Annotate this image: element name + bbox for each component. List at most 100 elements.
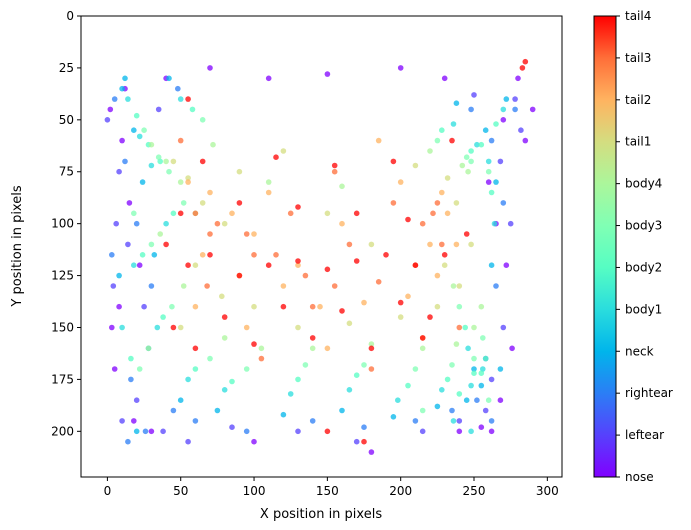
point <box>236 272 243 279</box>
point <box>148 241 155 248</box>
point <box>192 262 199 269</box>
point <box>439 127 445 133</box>
point <box>419 220 426 227</box>
point <box>125 438 131 445</box>
point <box>265 179 272 185</box>
point <box>221 387 228 393</box>
y-tick-label: 100 <box>51 217 74 231</box>
series-body1 <box>119 96 507 435</box>
point <box>151 252 158 258</box>
point <box>478 141 485 148</box>
point <box>287 391 294 397</box>
point <box>488 262 495 269</box>
point <box>509 345 515 352</box>
point <box>317 303 323 310</box>
point <box>434 272 441 279</box>
point <box>434 303 441 310</box>
x-tick-label: 0 <box>104 484 112 498</box>
point <box>478 424 485 431</box>
point <box>478 382 485 389</box>
point <box>339 308 345 314</box>
point <box>368 449 375 455</box>
point <box>170 210 177 217</box>
point <box>131 127 137 133</box>
point <box>214 220 221 227</box>
point <box>439 189 445 196</box>
point <box>229 424 235 431</box>
point <box>160 314 166 320</box>
point <box>166 75 172 82</box>
point <box>125 96 131 102</box>
point <box>368 366 375 372</box>
point <box>170 158 177 165</box>
point <box>444 175 451 181</box>
series-tail1 <box>170 148 474 331</box>
point <box>119 137 125 144</box>
point <box>324 71 331 77</box>
point <box>471 355 477 362</box>
point <box>243 324 250 331</box>
point <box>148 141 155 148</box>
point <box>465 168 471 175</box>
point <box>405 293 411 300</box>
point <box>324 345 331 352</box>
point <box>339 407 345 414</box>
point <box>185 96 191 102</box>
point <box>471 366 477 372</box>
series-tail3 <box>177 137 463 372</box>
point <box>133 397 140 404</box>
point <box>441 75 448 82</box>
point <box>471 370 477 377</box>
point <box>456 428 463 435</box>
series-body4 <box>145 141 485 352</box>
y-axis-label: Y position in pixels <box>10 185 25 307</box>
point <box>500 106 507 113</box>
point <box>324 428 331 435</box>
colorbar-tick-label: body4 <box>625 177 662 191</box>
point <box>456 303 463 310</box>
point <box>295 324 301 331</box>
point <box>412 262 419 269</box>
series-leftear <box>104 92 524 445</box>
point <box>177 324 184 331</box>
point <box>427 241 433 248</box>
point <box>309 335 316 341</box>
point <box>133 112 140 119</box>
point <box>500 117 507 123</box>
point <box>265 262 272 269</box>
point <box>459 162 466 169</box>
point <box>390 200 397 206</box>
point <box>465 345 471 352</box>
point <box>145 345 152 352</box>
point <box>331 168 338 175</box>
point <box>221 220 228 227</box>
data-points <box>104 58 536 455</box>
point <box>295 262 301 269</box>
point <box>430 210 436 217</box>
point <box>397 179 404 185</box>
point <box>210 141 216 148</box>
point <box>110 283 117 289</box>
point <box>207 65 213 71</box>
colorbar-tick-label: leftear <box>625 428 664 442</box>
point <box>133 220 140 227</box>
point <box>488 137 495 144</box>
series-nose <box>107 65 536 455</box>
point <box>148 162 155 169</box>
point <box>471 92 477 98</box>
point <box>302 362 309 368</box>
point <box>441 252 448 258</box>
point <box>207 189 213 196</box>
point <box>493 121 499 127</box>
point <box>122 158 128 165</box>
point <box>368 345 375 352</box>
point <box>395 397 401 404</box>
point <box>280 283 287 289</box>
point <box>488 376 495 383</box>
colorbar-tick-label: body2 <box>625 260 662 274</box>
point <box>177 210 184 217</box>
point <box>126 200 133 206</box>
colorbar-tick-label: body3 <box>625 219 662 233</box>
point <box>116 303 122 310</box>
point <box>519 65 526 71</box>
